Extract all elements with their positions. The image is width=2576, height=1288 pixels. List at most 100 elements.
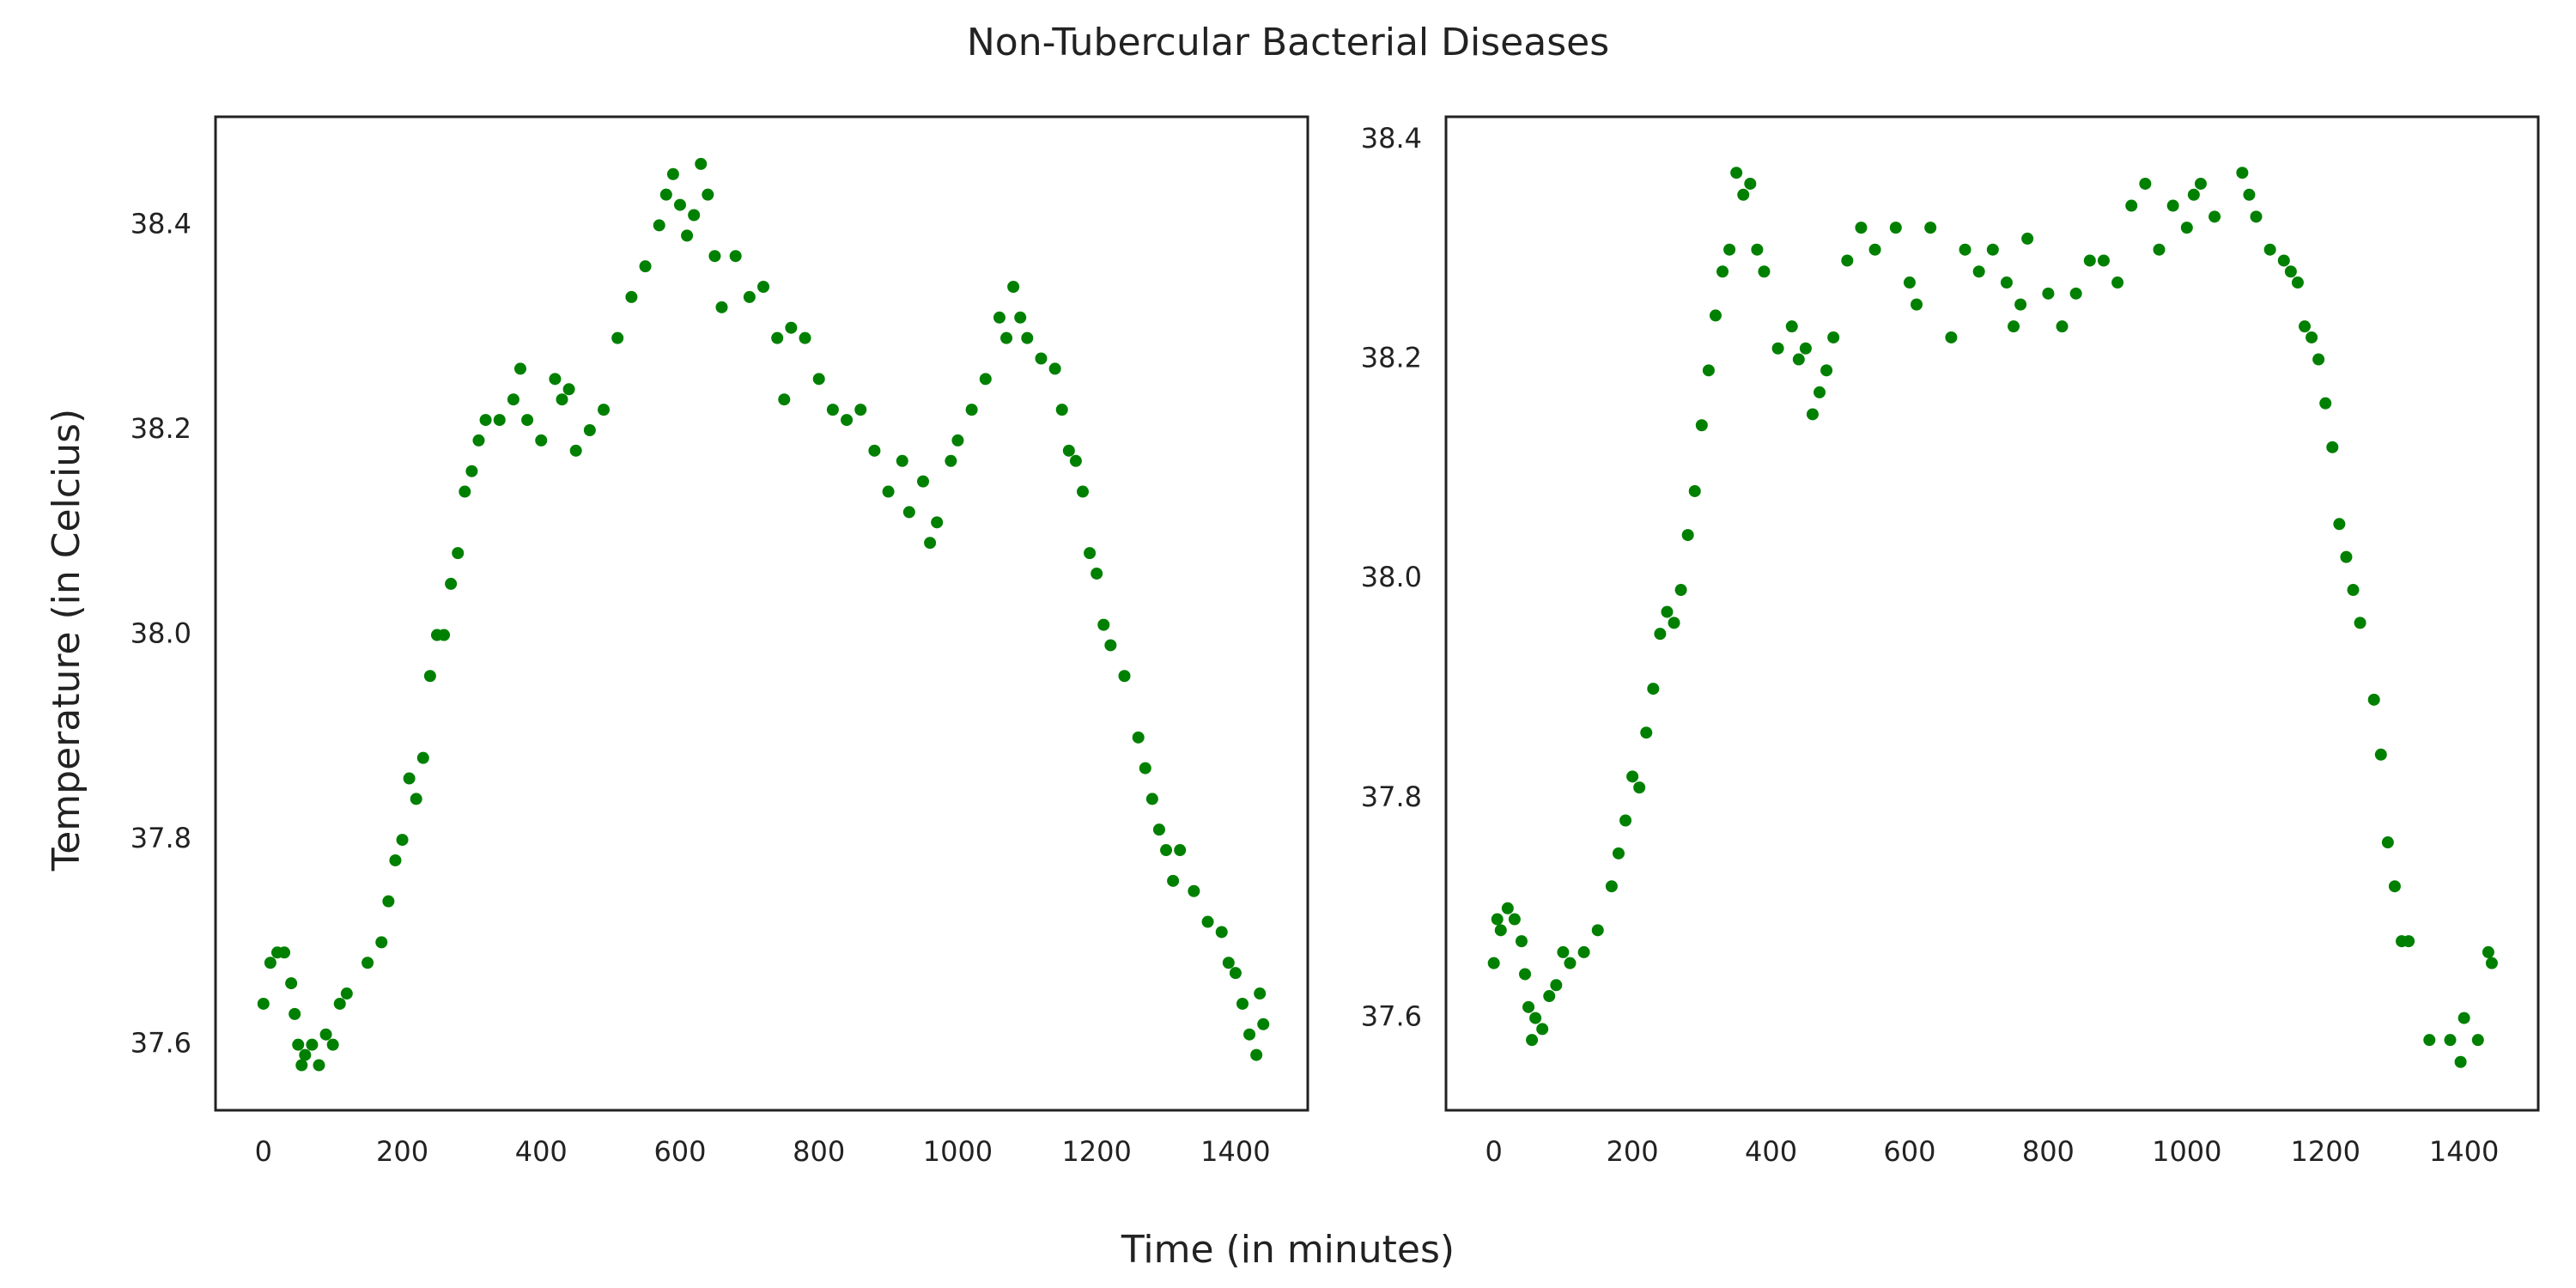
data-point xyxy=(598,404,611,416)
x-axis-label: Time (in minutes) xyxy=(1121,1228,1455,1272)
data-point xyxy=(1035,352,1048,365)
x-tick-label: 200 xyxy=(376,1135,428,1168)
x-tick-label: 1400 xyxy=(2429,1135,2499,1168)
data-point xyxy=(896,454,908,467)
data-point xyxy=(812,373,825,386)
data-point xyxy=(2444,1034,2457,1047)
data-point xyxy=(653,219,665,232)
data-point xyxy=(1069,454,1082,467)
data-point xyxy=(1591,924,1604,937)
data-point xyxy=(382,895,395,908)
data-point xyxy=(1924,222,1937,234)
data-point xyxy=(278,946,291,959)
data-point xyxy=(1201,915,1214,928)
data-point xyxy=(1076,485,1089,498)
data-point xyxy=(1744,177,1757,190)
data-point xyxy=(1709,309,1722,322)
data-point xyxy=(2243,188,2256,201)
data-point xyxy=(778,393,791,406)
data-point xyxy=(313,1059,325,1072)
data-point xyxy=(1062,444,1075,457)
data-point xyxy=(681,229,694,242)
y-tick-label: 38.0 xyxy=(131,617,191,650)
y-tick-label: 37.6 xyxy=(131,1027,191,1060)
data-point xyxy=(1167,874,1180,887)
data-point xyxy=(2482,945,2494,958)
data-point xyxy=(513,362,526,375)
data-point xyxy=(1132,731,1145,744)
x-tick-label: 800 xyxy=(793,1135,845,1168)
data-point xyxy=(1972,265,1985,278)
data-point xyxy=(2284,265,2297,278)
data-point xyxy=(2306,331,2318,343)
data-point xyxy=(2014,298,2027,311)
x-tick-label: 600 xyxy=(653,1135,706,1168)
data-point xyxy=(1855,222,1868,234)
data-point xyxy=(743,290,756,303)
data-point xyxy=(688,209,701,222)
data-point xyxy=(2374,748,2387,761)
data-point xyxy=(319,1028,332,1041)
data-point xyxy=(1152,823,1165,836)
data-point xyxy=(465,465,478,477)
x-tick-label: 1400 xyxy=(1200,1135,1270,1168)
data-point xyxy=(625,290,638,303)
data-point xyxy=(841,414,854,427)
y-tick-label: 38.2 xyxy=(1361,342,1422,374)
data-point xyxy=(1222,957,1235,969)
data-point xyxy=(965,404,978,416)
data-point xyxy=(2354,617,2366,629)
data-point xyxy=(549,373,562,386)
data-point xyxy=(264,957,276,969)
data-point xyxy=(1174,844,1187,857)
data-point xyxy=(729,250,742,263)
data-point xyxy=(2423,1034,2436,1047)
data-point xyxy=(389,854,402,866)
data-point xyxy=(1160,844,1173,857)
data-point xyxy=(1841,254,1854,267)
data-point xyxy=(993,311,1005,324)
data-point xyxy=(410,793,422,805)
data-point xyxy=(695,157,708,170)
data-point xyxy=(1048,362,1061,375)
data-point xyxy=(340,987,353,1000)
data-point xyxy=(2008,320,2020,333)
figure-title: Non-Tubercular Bacterial Diseases xyxy=(967,21,1609,64)
data-point xyxy=(2319,397,2332,410)
data-point xyxy=(423,670,436,683)
data-point xyxy=(1104,639,1117,652)
data-point xyxy=(1820,364,1833,377)
data-point xyxy=(2291,276,2304,289)
data-point xyxy=(1799,342,1812,355)
data-point xyxy=(2333,518,2346,531)
data-point xyxy=(1903,276,1916,289)
data-point xyxy=(659,188,672,201)
data-point xyxy=(1055,404,1068,416)
data-point xyxy=(257,997,270,1010)
data-point xyxy=(902,506,915,519)
y-tick-label: 38.4 xyxy=(1361,122,1422,155)
x-tick-label: 200 xyxy=(1607,1135,1659,1168)
data-point xyxy=(1668,617,1680,629)
plot-frame xyxy=(1444,115,2540,1112)
x-tick-label: 1000 xyxy=(923,1135,993,1168)
data-point xyxy=(2367,693,2380,706)
data-point xyxy=(979,373,992,386)
data-point xyxy=(785,321,798,334)
data-point xyxy=(438,629,451,641)
data-point xyxy=(361,957,374,969)
data-point xyxy=(2326,440,2339,453)
data-point xyxy=(1000,331,1013,344)
data-point xyxy=(1661,605,1674,618)
data-point xyxy=(2056,320,2069,333)
data-point xyxy=(289,1007,301,1020)
data-point xyxy=(1633,781,1646,794)
data-point xyxy=(2485,957,2498,969)
data-point xyxy=(2153,243,2166,256)
data-point xyxy=(951,434,964,447)
data-point xyxy=(1564,957,1577,969)
data-point xyxy=(715,301,728,313)
data-point xyxy=(1097,618,1110,631)
data-point xyxy=(1806,408,1819,421)
plot-frame xyxy=(214,115,1309,1112)
